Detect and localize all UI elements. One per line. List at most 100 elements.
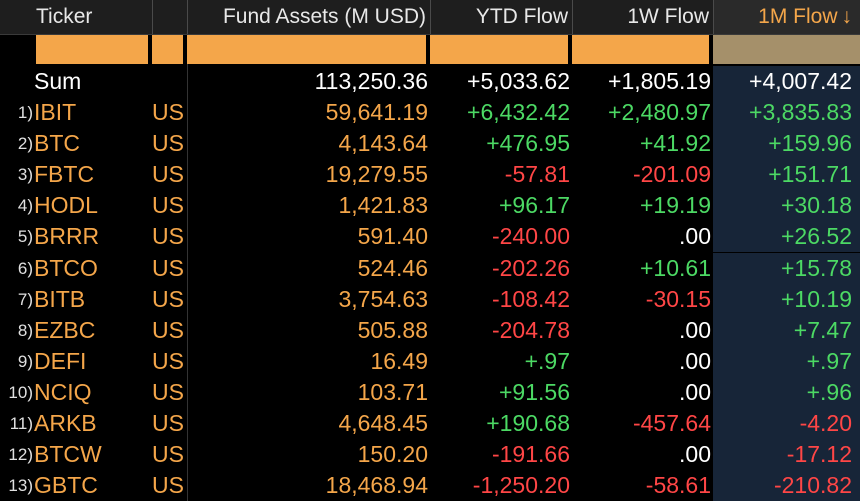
row-index: 9) (17, 351, 33, 371)
1m-flow-cell: +26.52 (713, 221, 860, 253)
filter-row (0, 35, 860, 64)
table-row[interactable]: 9) DEFI US 16.49 +.97.00 +.97 (0, 345, 860, 377)
country-cell: US (152, 347, 184, 374)
column-header-1m-flow[interactable]: 1M Flow ↓ (713, 0, 860, 34)
country-cell: US (152, 378, 184, 405)
fund-assets-cell: 3,754.63 (338, 285, 428, 312)
row-index: 2) (17, 134, 33, 154)
table-row[interactable]: 11) ARKB US 4,648.45 +190.68 -457.64 -4.20 (0, 408, 860, 439)
filter-input-ytd-flow[interactable] (430, 35, 570, 64)
1m-flow-cell: +10.19 (713, 283, 860, 315)
ticker-cell[interactable]: BTCO (34, 254, 98, 281)
country-cell: US (152, 254, 184, 281)
ticker-cell[interactable]: HODL (34, 192, 98, 219)
filter-input-1m-flow[interactable] (713, 35, 860, 64)
fund-assets-cell: 1,421.83 (338, 192, 428, 219)
filter-input-1w-flow[interactable] (572, 35, 711, 64)
country-cell: US (152, 130, 184, 157)
filter-input-fund-assets[interactable] (187, 35, 428, 64)
table-row[interactable]: 2) BTC US 4,143.64 +476.95 +41.92 +159.96 (0, 128, 860, 160)
filter-input-country[interactable] (152, 35, 185, 64)
column-header-fund-assets[interactable]: Fund Assets (M USD) (187, 0, 430, 34)
table-row[interactable]: 12) BTCW US 150.20 -191.66 .00 -17.12 (0, 439, 860, 471)
column-header-1w-flow[interactable]: 1W Flow (572, 0, 713, 34)
row-index: 13) (8, 476, 33, 496)
table-row[interactable]: 3) FBTC US 19,279.55 -57.81 -201.09 +151.71 (0, 159, 860, 191)
sort-descending-icon[interactable]: ↓ (841, 5, 853, 28)
country-cell: US (152, 192, 184, 219)
row-index: 12) (8, 445, 33, 465)
column-header-country[interactable] (152, 0, 187, 34)
row-index: 7) (17, 289, 33, 309)
ticker-cell[interactable]: BTC (34, 130, 80, 157)
1w-flow-cell: .00 (679, 441, 711, 468)
fund-assets-cell: 4,143.64 (338, 130, 428, 157)
ticker-cell[interactable]: FBTC (34, 161, 95, 188)
filter-input-ticker[interactable] (36, 35, 150, 64)
row-index: 5) (17, 227, 33, 247)
row-index: 4) (17, 196, 33, 216)
1m-flow-cell: -210.82 (713, 470, 860, 501)
ticker-cell[interactable]: NCIQ (34, 378, 92, 405)
row-index: 3) (17, 165, 33, 185)
1m-flow-cell: +151.71 (713, 159, 860, 191)
1w-flow-cell: -201.09 (632, 161, 711, 188)
ticker-cell[interactable]: GBTC (34, 472, 98, 499)
sum-label: Sum (34, 68, 82, 94)
ytd-flow-cell: +.97 (524, 347, 570, 374)
table-row[interactable]: 5) BRRR US 591.40 -240.00 .00 +26.52 (0, 221, 860, 253)
1w-flow-cell: .00 (679, 378, 711, 405)
row-index: 8) (17, 320, 33, 340)
row-index: 11) (9, 414, 33, 433)
country-cell: US (152, 316, 184, 343)
table-row[interactable]: 4) HODL US 1,421.83 +96.17 +19.19 +30.18 (0, 190, 860, 222)
column-header-ytd-flow[interactable]: YTD Flow (430, 0, 572, 34)
ytd-flow-cell: +96.17 (499, 192, 570, 219)
1m-flow-cell: +15.78 (713, 252, 860, 284)
1m-flow-cell: +.97 (713, 345, 860, 377)
1w-flow-cell: -30.15 (645, 285, 711, 312)
table-row[interactable]: 13) GBTC US 18,468.94 -1,250.20 -58.61 -210.82 (0, 470, 860, 501)
row-index: 6) (17, 258, 33, 278)
ytd-flow-cell: -57.81 (504, 161, 570, 188)
1m-flow-cell: +3,835.83 (713, 97, 860, 128)
table-row[interactable]: 7) BITB US 3,754.63 -108.42 -30.15 +10.19 (0, 283, 860, 315)
1m-flow-cell: +159.96 (713, 128, 860, 160)
table-row[interactable]: 8) EZBC US 505.88 -204.78 .00 +7.47 (0, 314, 860, 346)
column-header-ticker[interactable]: Ticker (36, 5, 93, 28)
ticker-cell[interactable]: BTCW (34, 441, 102, 468)
1w-flow-cell: .00 (679, 347, 711, 374)
ticker-cell[interactable]: BITB (34, 285, 86, 312)
table-header: Ticker Fund Assets (M USD) YTD Flow 1W F… (0, 0, 860, 35)
fund-assets-cell: 19,279.55 (325, 161, 428, 188)
ytd-flow-cell: -1,250.20 (472, 472, 570, 499)
fund-assets-cell: 16.49 (370, 347, 428, 374)
1w-flow-cell: -457.64 (632, 410, 711, 436)
ticker-cell[interactable]: ARKB (34, 410, 97, 436)
country-cell: US (152, 441, 184, 468)
ytd-flow-cell: +91.56 (499, 378, 570, 405)
ticker-cell[interactable]: BRRR (34, 223, 100, 250)
table-row[interactable]: 6) BTCO US 524.46 -202.26 +10.61 +15.78 (0, 252, 860, 284)
1w-flow-cell: +19.19 (640, 192, 711, 219)
table-row[interactable]: 1) IBIT US 59,641.19 +6,432.42 +2,480.97 +3,83… (0, 97, 860, 128)
1w-flow-cell: +2,480.97 (608, 99, 711, 125)
1w-flow-cell: .00 (679, 316, 711, 343)
country-cell: US (152, 472, 184, 499)
ytd-flow-cell: -204.78 (491, 316, 570, 343)
ticker-cell[interactable]: DEFI (34, 347, 87, 374)
1w-flow-cell: +41.92 (640, 130, 711, 157)
ticker-cell[interactable]: IBIT (34, 99, 77, 125)
table-row[interactable]: 10) NCIQ US 103.71 +91.56 .00 +.96 (0, 376, 860, 408)
fund-assets-cell: 4,648.45 (338, 410, 428, 436)
sum-ytd-flow: +5,033.62 (467, 68, 570, 94)
fund-assets-cell: 524.46 (357, 254, 428, 281)
sum-1m-flow: +4,007.42 (713, 66, 860, 97)
1m-flow-cell: +7.47 (713, 314, 860, 346)
ytd-flow-cell: -202.26 (491, 254, 570, 281)
fund-assets-cell: 59,641.19 (325, 99, 428, 125)
fund-assets-cell: 103.71 (357, 378, 428, 405)
ytd-flow-cell: -240.00 (491, 223, 570, 250)
ticker-cell[interactable]: EZBC (34, 316, 96, 343)
